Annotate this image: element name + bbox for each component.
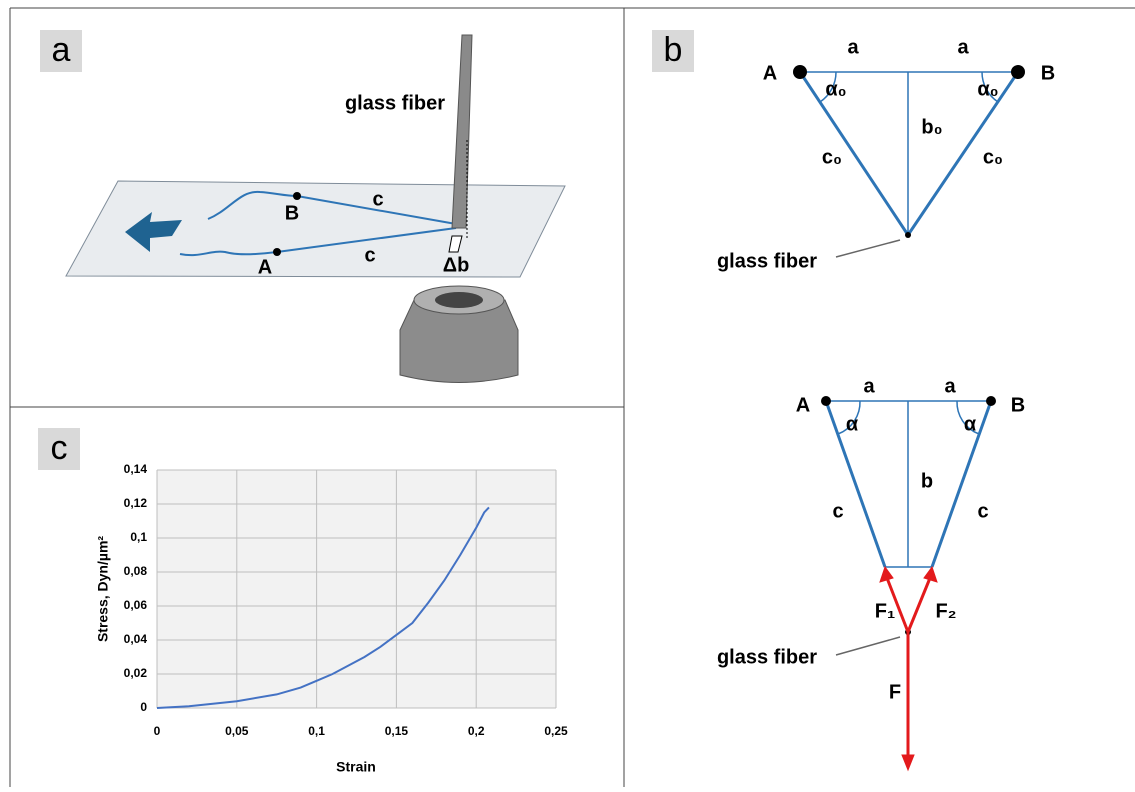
label: B	[1011, 394, 1025, 416]
direction-arrow	[125, 212, 182, 252]
point	[293, 192, 301, 200]
y-tick-label: 0,14	[124, 462, 148, 476]
label: a	[957, 36, 969, 58]
fiber-sample	[179, 250, 278, 257]
label: c	[364, 244, 375, 266]
x-tick-label: 0,25	[544, 724, 568, 738]
y-tick-label: 0,12	[124, 496, 148, 510]
label: a	[944, 375, 956, 397]
point	[273, 248, 281, 256]
point	[905, 232, 911, 238]
pointer	[835, 636, 901, 656]
y-tick-label: 0,06	[124, 598, 148, 612]
label: B	[1041, 62, 1055, 84]
label: b₀	[921, 116, 942, 138]
panel-label: b	[664, 31, 683, 69]
label: c₀	[983, 146, 1003, 168]
data-line	[156, 506, 490, 709]
y-tick-label: 0,08	[124, 564, 148, 578]
label: A	[258, 256, 272, 278]
x-tick-label: 0,2	[468, 724, 485, 738]
label: B	[285, 202, 299, 224]
label: α₀	[977, 78, 998, 100]
x-axis-title: Strain	[336, 759, 376, 775]
label: c	[372, 188, 383, 210]
fiber-tip	[448, 235, 463, 253]
panel-label-box	[40, 30, 82, 72]
objective-hole	[435, 292, 483, 308]
force-arrows	[879, 565, 938, 772]
label: a	[847, 36, 859, 58]
label: α	[964, 413, 977, 435]
point	[821, 396, 831, 406]
slide	[65, 180, 566, 278]
label: α₀	[825, 78, 846, 100]
plot-area	[157, 470, 556, 708]
y-tick-label: 0	[140, 700, 147, 714]
label: Δb	[443, 254, 470, 276]
label: A	[796, 394, 810, 416]
segment	[296, 195, 457, 225]
triangle	[824, 400, 993, 568]
y-axis-title: Stress, Dyn/µm²	[95, 536, 111, 642]
label: c	[977, 500, 988, 522]
panel-label-box	[652, 30, 694, 72]
glass-fiber	[451, 34, 473, 229]
panel-label: c	[51, 429, 68, 467]
y-tick-label: 0,04	[124, 632, 148, 646]
segment	[276, 227, 457, 253]
point	[1011, 65, 1025, 79]
label: glass fiber	[345, 92, 445, 114]
point	[793, 65, 807, 79]
triangle	[798, 71, 1020, 236]
pointer	[835, 239, 901, 258]
objective	[399, 299, 519, 383]
label: a	[863, 375, 875, 397]
panel-label: a	[52, 31, 71, 69]
label: glass fiber	[717, 646, 817, 668]
panel-label-box	[38, 428, 80, 470]
x-tick-label: 0,1	[308, 724, 325, 738]
label: c₀	[822, 146, 842, 168]
label: glass fiber	[717, 250, 817, 272]
y-tick-label: 0,02	[124, 666, 148, 680]
x-tick-label: 0	[154, 724, 161, 738]
point	[986, 396, 996, 406]
y-tick-label: 0,1	[130, 530, 147, 544]
x-tick-label: 0,15	[385, 724, 409, 738]
label: F	[889, 681, 901, 703]
label: α	[846, 413, 859, 435]
fiber-sample	[207, 190, 298, 220]
label: c	[832, 500, 843, 522]
x-tick-label: 0,05	[225, 724, 249, 738]
label: F₁	[875, 600, 896, 622]
label: b	[921, 470, 933, 492]
label: A	[763, 62, 777, 84]
label: F₂	[935, 600, 956, 622]
